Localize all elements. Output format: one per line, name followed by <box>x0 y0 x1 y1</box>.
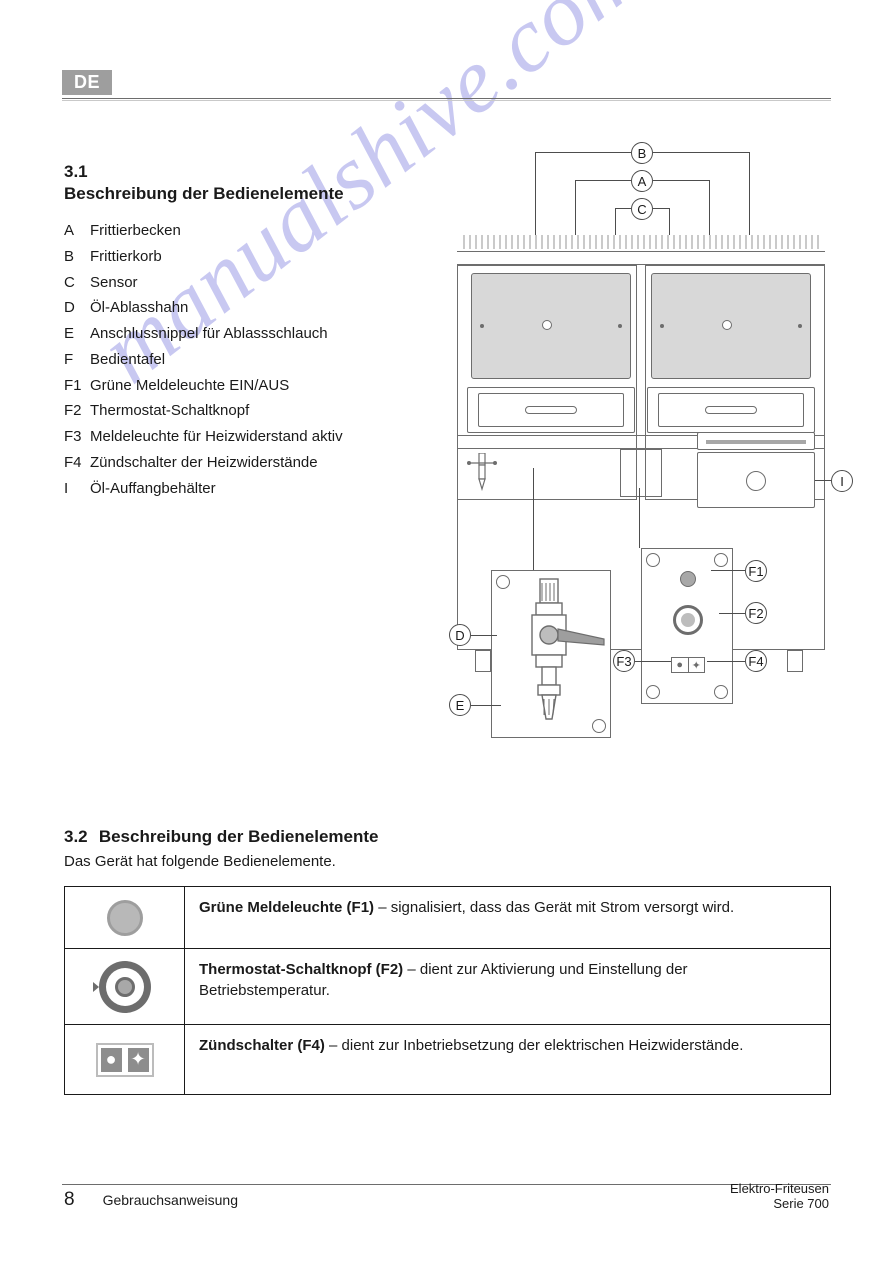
list-item: FBedientafel <box>64 349 424 371</box>
legend-text: Thermostat-Schaltknopf <box>90 400 424 422</box>
legend-key: F2 <box>64 400 90 422</box>
control-description: Thermostat-Schaltknopf (F2) – dient zur … <box>185 949 830 1024</box>
section-intro: Das Gerät hat folgende Bedienelemente. <box>64 853 831 870</box>
legend-key: A <box>64 220 90 242</box>
detail-tap-box <box>491 570 611 738</box>
tap-icon <box>492 571 612 739</box>
legend-text: Sensor <box>90 272 424 294</box>
footer-guide-label: Gebrauchsanweisung <box>103 1192 238 1208</box>
list-item: F1Grüne Meldeleuchte EIN/AUS <box>64 375 424 397</box>
thermostat-knob-icon <box>673 605 703 635</box>
lang-tag: DE <box>62 70 112 95</box>
callout-b: B <box>631 142 653 164</box>
callout-f2: F2 <box>745 602 767 624</box>
control-description: Zündschalter (F4) – dient zur Inbetriebs… <box>185 1025 830 1094</box>
legend-text: Frittierbecken <box>90 220 424 242</box>
legend-text: Bedientafel <box>90 349 424 371</box>
list-item: F4Zündschalter der Heizwiderstände <box>64 452 424 474</box>
legend-key: D <box>64 297 90 319</box>
legend-text: Anschlussnippel für Ablassschlauch <box>90 323 424 345</box>
table-row: Thermostat-Schaltknopf (F2) – dient zur … <box>65 949 830 1025</box>
legend-text: Öl-Auffangbehälter <box>90 478 424 500</box>
legend-key: I <box>64 478 90 500</box>
footer-right: Elektro-Friteusen Serie 700 <box>730 1181 829 1211</box>
appliance-diagram: B A C <box>455 140 827 750</box>
footer-product-line1: Elektro-Friteusen <box>730 1181 829 1196</box>
list-item: DÖl-Ablasshahn <box>64 297 424 319</box>
manual-page: manualshive.com DE 3.1 Beschreibung der … <box>0 0 893 1263</box>
control-description: Grüne Meldeleuchte (F1) – signalisiert, … <box>185 887 830 948</box>
footter-rule <box>62 1184 831 1185</box>
section-title: Beschreibung der Bedienelemente <box>94 827 378 846</box>
list-item: BFrittierkorb <box>64 246 424 268</box>
footer-product-line2: Serie 700 <box>730 1196 829 1211</box>
legend-text: Grüne Meldeleuchte EIN/AUS <box>90 375 424 397</box>
legend-text: Meldeleuchte für Heizwiderstand aktiv <box>90 426 424 448</box>
list-item: AFrittierbecken <box>64 220 424 242</box>
legend-text: Frittierkorb <box>90 246 424 268</box>
callout-e: E <box>449 694 471 716</box>
callout-a: A <box>631 170 653 192</box>
drawer-top-slit <box>697 432 815 450</box>
green-lamp-icon <box>65 887 185 948</box>
legend-text: Zündschalter der Heizwiderstände <box>90 452 424 474</box>
callout-c: C <box>631 198 653 220</box>
detail-control-box: ●✦ <box>641 548 733 704</box>
list-item: F2Thermostat-Schaltknopf <box>64 400 424 422</box>
section-3-2: 3.2 Beschreibung der Bedienelemente Das … <box>64 827 831 870</box>
thermostat-knob-icon <box>65 949 185 1024</box>
table-row: ●✦ Zündschalter (F4) – dient zur Inbetri… <box>65 1025 830 1095</box>
list-item: CSensor <box>64 272 424 294</box>
footer-left: 8 Gebrauchsanweisung <box>64 1189 238 1211</box>
legend-list: AFrittierbecken BFrittierkorb CSensor DÖ… <box>64 220 424 499</box>
page-header: DE <box>62 70 831 101</box>
legend-key: B <box>64 246 90 268</box>
header-rule <box>62 98 831 101</box>
legend-key: E <box>64 323 90 345</box>
green-lamp-icon <box>680 571 696 587</box>
section-title: Beschreibung der Bedienelemente <box>64 184 424 204</box>
section-number: 3.2 <box>64 827 88 846</box>
drain-valve-icon <box>465 453 501 491</box>
legend-key: F <box>64 349 90 371</box>
oil-drawer <box>697 452 815 508</box>
callout-f4: F4 <box>745 650 767 672</box>
legend-key: C <box>64 272 90 294</box>
controls-table: Grüne Meldeleuchte (F1) – signalisiert, … <box>64 886 831 1095</box>
list-item: IÖl-Auffangbehälter <box>64 478 424 500</box>
table-row: Grüne Meldeleuchte (F1) – signalisiert, … <box>65 887 830 949</box>
section-number: 3.1 <box>64 162 424 182</box>
callout-f3: F3 <box>613 650 635 672</box>
page-number: 8 <box>64 1189 75 1211</box>
legend-key: F4 <box>64 452 90 474</box>
list-item: F3Meldeleuchte für Heizwiderstand aktiv <box>64 426 424 448</box>
switch-icon: ●✦ <box>671 657 705 673</box>
legend-key: F3 <box>64 426 90 448</box>
legend-key: F1 <box>64 375 90 397</box>
callout-d: D <box>449 624 471 646</box>
section-3-1: 3.1 Beschreibung der Bedienelemente AFri… <box>64 162 424 503</box>
callout-i: I <box>831 470 853 492</box>
list-item: EAnschlussnippel für Ablassschlauch <box>64 323 424 345</box>
legend-text: Öl-Ablasshahn <box>90 297 424 319</box>
callout-f1: F1 <box>745 560 767 582</box>
switch-icon: ●✦ <box>65 1025 185 1094</box>
